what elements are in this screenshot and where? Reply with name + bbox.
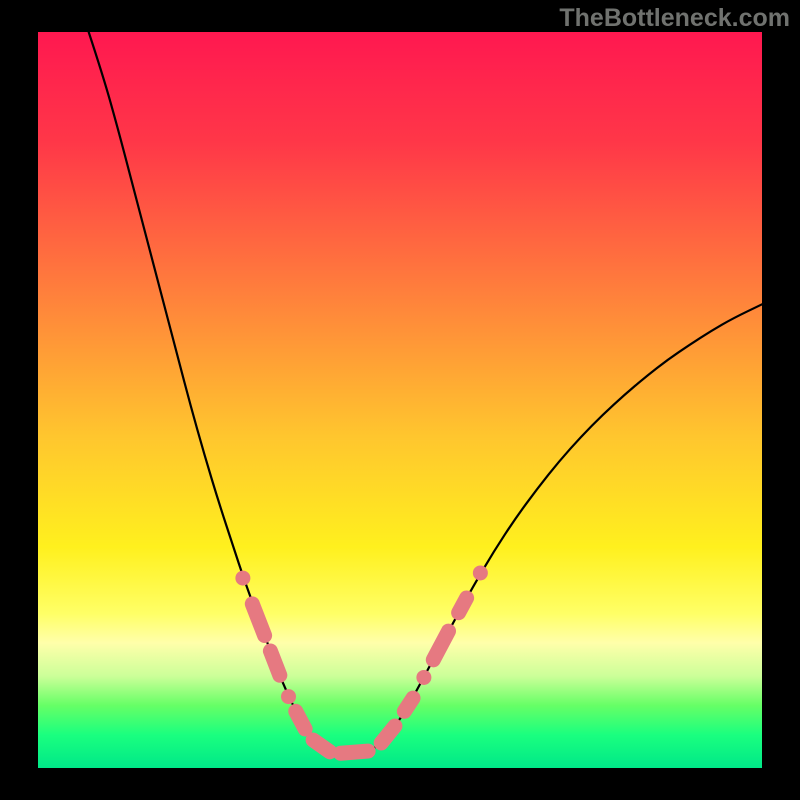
marker-capsule (404, 698, 413, 711)
marker-dot (416, 670, 431, 685)
marker-capsule (341, 751, 369, 753)
marker-dot (281, 689, 296, 704)
marker-capsule (313, 740, 330, 752)
chart-svg (38, 32, 762, 768)
marker-capsule (270, 651, 279, 675)
watermark-text: TheBottleneck.com (559, 4, 790, 33)
marker-capsule (459, 598, 467, 613)
marker-capsule (381, 726, 395, 743)
marker-dot (473, 565, 488, 580)
plot-area (38, 32, 762, 768)
marker-dot (235, 571, 250, 586)
chart-frame: TheBottleneck.com (0, 0, 800, 800)
gradient-background (38, 32, 762, 768)
marker-capsule (296, 711, 305, 729)
